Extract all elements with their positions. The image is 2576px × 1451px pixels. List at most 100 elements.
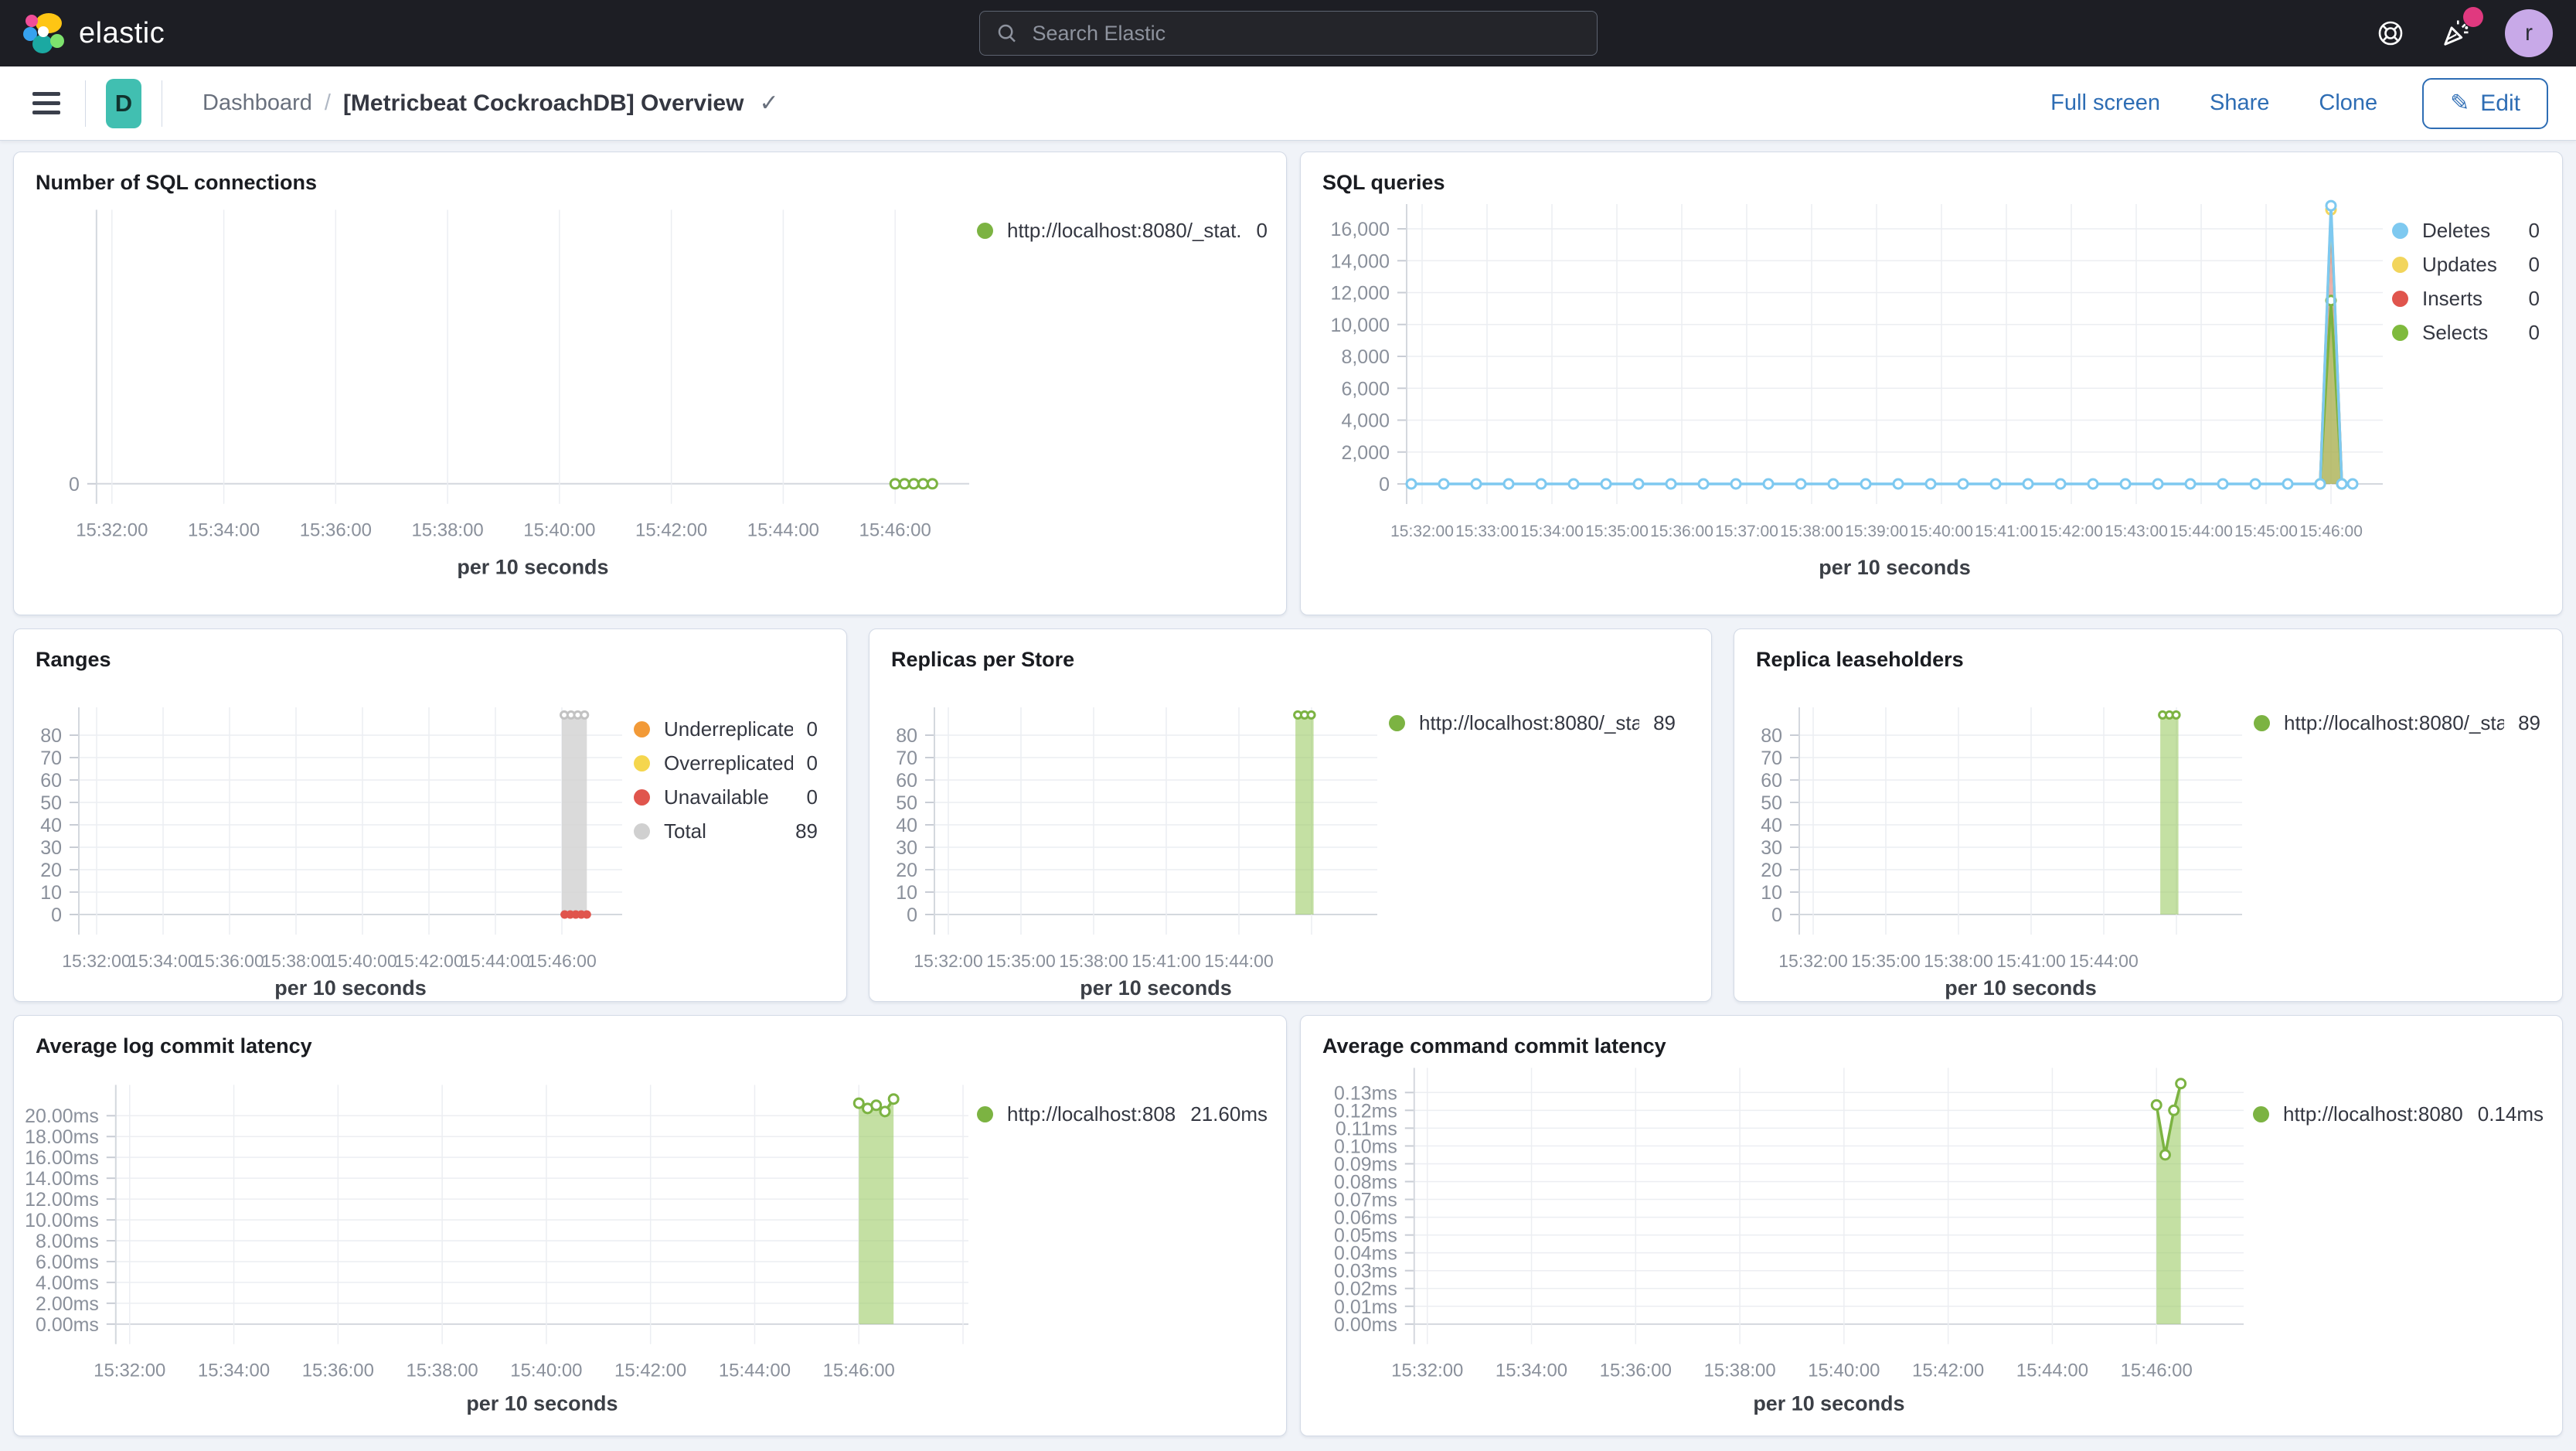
chart-legend: http://localhost:8080/_stat... 0 [977, 198, 1286, 584]
help-button[interactable] [2375, 18, 2406, 49]
legend-item[interactable]: Unavailable 0 [634, 780, 818, 814]
svg-text:10: 10 [1761, 882, 1782, 904]
svg-text:0.11ms: 0.11ms [1336, 1118, 1397, 1139]
svg-text:15:43:00: 15:43:00 [2105, 523, 2168, 540]
svg-text:40: 40 [40, 815, 62, 836]
svg-text:0.06ms: 0.06ms [1334, 1207, 1397, 1229]
panel-sql-queries: SQL queries 0 2,000 4,000 6,000 8,000 10,000 1… [1300, 152, 2563, 615]
legend-item[interactable]: Overreplicated 0 [634, 746, 818, 780]
panel-title: Replicas per Store [891, 648, 1075, 671]
panel-title: Average log commit latency [36, 1034, 312, 1058]
legend-item[interactable]: http://localhost:8080... 0.14ms [2253, 1097, 2544, 1131]
legend-item[interactable]: Selects 0 [2392, 315, 2540, 349]
svg-text:15:44:00: 15:44:00 [2169, 523, 2233, 540]
legend-value: 0 [2528, 218, 2540, 242]
chart-legend: Deletes 0 Updates 0 Inserts 0 Selects 0 [2392, 198, 2558, 584]
svg-text:15:38:00: 15:38:00 [1703, 1361, 1775, 1381]
svg-text:15:38:00: 15:38:00 [261, 951, 331, 971]
breadcrumb-dashboard[interactable]: Dashboard [202, 90, 312, 115]
svg-text:0: 0 [1771, 904, 1782, 926]
legend-label: Underreplicated [664, 717, 793, 741]
svg-text:0.00ms: 0.00ms [1334, 1314, 1397, 1336]
edit-button[interactable]: ✎ Edit [2422, 77, 2548, 129]
svg-text:60: 60 [40, 770, 62, 792]
legend-item[interactable]: http://localhost:808... 21.60ms [977, 1097, 1268, 1131]
svg-text:15:38:00: 15:38:00 [1059, 951, 1128, 971]
legend-value: 0 [2528, 286, 2540, 310]
svg-text:per 10 seconds: per 10 seconds [1819, 556, 1971, 579]
chart-canvas: 0 15:32:00 15:34:00 15:36:00 15:38:00 15:40:0… [69, 209, 970, 579]
legend-label: http://localhost:808... [1007, 1102, 1177, 1126]
legend-item[interactable]: http://localhost:8080/_stat... 0 [977, 213, 1268, 247]
whats-new-button[interactable] [2438, 7, 2483, 50]
svg-text:70: 70 [896, 748, 917, 769]
svg-text:15:39:00: 15:39:00 [1845, 523, 1908, 540]
svg-text:4.00ms: 4.00ms [36, 1272, 99, 1294]
svg-text:16,000: 16,000 [1331, 219, 1390, 240]
legend-item[interactable]: http://localhost:8080/_sta... 89 [2254, 706, 2540, 740]
svg-text:60: 60 [1761, 770, 1782, 792]
svg-text:15:35:00: 15:35:00 [986, 951, 1056, 971]
svg-text:70: 70 [1761, 748, 1782, 769]
legend-item[interactable]: http://localhost:8080/_sta... 89 [1389, 706, 1676, 740]
elastic-logo-icon [23, 13, 64, 53]
legend-swatch-icon [634, 754, 650, 771]
svg-text:15:44:00: 15:44:00 [747, 520, 819, 541]
svg-text:0.09ms: 0.09ms [1334, 1153, 1397, 1175]
global-search[interactable] [978, 11, 1598, 56]
svg-text:per 10 seconds: per 10 seconds [1945, 976, 2097, 1000]
svg-text:12,000: 12,000 [1331, 283, 1390, 305]
svg-text:15:42:00: 15:42:00 [2040, 523, 2103, 540]
divider [85, 80, 86, 127]
elastic-logo[interactable]: elastic [23, 12, 165, 55]
panel-title: SQL queries [1322, 171, 1445, 194]
svg-text:20.00ms: 20.00ms [25, 1105, 99, 1127]
legend-item[interactable]: Inserts 0 [2392, 281, 2540, 315]
svg-text:15:36:00: 15:36:00 [1600, 1361, 1672, 1381]
svg-text:8,000: 8,000 [1341, 346, 1390, 368]
svg-text:30: 30 [40, 837, 62, 859]
legend-item[interactable]: Updates 0 [2392, 247, 2540, 281]
svg-text:40: 40 [896, 815, 917, 836]
panel-replica-leaseholders: Replica leaseholders 0 10 20 30 40 50 60 70 80 15… [1734, 628, 2563, 1002]
search-input[interactable] [1030, 20, 1581, 46]
svg-text:15:32:00: 15:32:00 [1390, 523, 1454, 540]
svg-text:0.13ms: 0.13ms [1334, 1082, 1397, 1104]
svg-text:15:38:00: 15:38:00 [411, 520, 483, 541]
chart-legend: http://localhost:8080... 0.14ms [2253, 1061, 2562, 1425]
svg-text:15:44:00: 15:44:00 [1204, 951, 1274, 971]
svg-text:18.00ms: 18.00ms [25, 1126, 99, 1148]
user-avatar[interactable]: r [2505, 9, 2553, 57]
svg-text:15:38:00: 15:38:00 [406, 1361, 478, 1381]
legend-label: http://localhost:8080/_sta... [1419, 710, 1640, 734]
legend-label: http://localhost:8080... [2283, 1102, 2464, 1126]
legend-swatch-icon [2392, 290, 2408, 307]
dashboard-app-badge[interactable]: D [106, 78, 141, 128]
chart-legend: Underreplicated 0 Overreplicated 0 Unavailab… [634, 675, 836, 1000]
svg-text:per 10 seconds: per 10 seconds [1080, 976, 1232, 1000]
legend-item[interactable]: Deletes 0 [2392, 213, 2540, 247]
title-caret-icon[interactable]: ✓ [756, 90, 781, 117]
svg-text:10: 10 [896, 882, 917, 904]
legend-item[interactable]: Underreplicated 0 [634, 712, 818, 746]
svg-text:15:42:00: 15:42:00 [614, 1361, 686, 1381]
svg-text:10,000: 10,000 [1331, 315, 1390, 336]
svg-text:15:35:00: 15:35:00 [1851, 951, 1921, 971]
dashboard-grid: Number of SQL connections 0 15:32:00 15:34… [0, 141, 2576, 1436]
breadcrumb: Dashboard / [Metricbeat CockroachDB] Ove… [202, 90, 782, 117]
svg-text:40: 40 [1761, 815, 1782, 836]
legend-item[interactable]: Total 89 [634, 814, 818, 848]
avatar-initial: r [2525, 20, 2533, 46]
svg-text:15:38:00: 15:38:00 [1780, 523, 1843, 540]
legend-label: Updates [2422, 252, 2497, 276]
menu-hamburger-icon[interactable] [28, 87, 65, 119]
svg-text:8.00ms: 8.00ms [36, 1231, 99, 1252]
svg-text:80: 80 [896, 725, 917, 747]
svg-text:80: 80 [40, 725, 62, 747]
pencil-icon: ✎ [2450, 90, 2470, 116]
full-screen-button[interactable]: Full screen [2046, 90, 2165, 117]
panel-number-of-sql-connections: Number of SQL connections 0 15:32:00 15:34… [13, 152, 1287, 615]
clone-button[interactable]: Clone [2314, 90, 2382, 117]
share-button[interactable]: Share [2205, 90, 2274, 117]
